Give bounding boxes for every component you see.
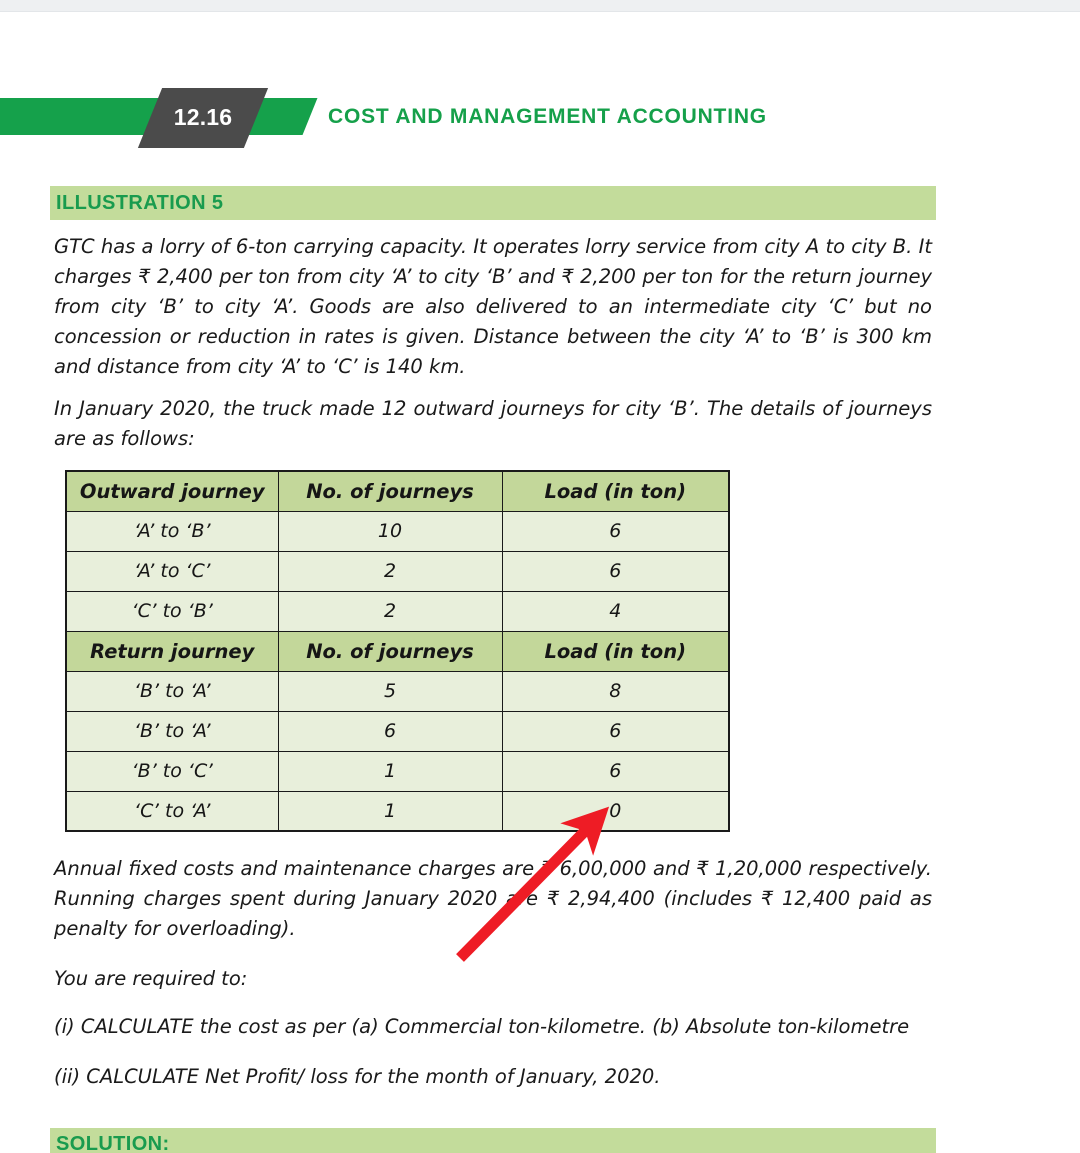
column-header-load-return: Load (in ton)	[501, 630, 730, 672]
column-header-no-of-journeys-outward: No. of journeys	[277, 470, 503, 512]
table-row: ‘B’ to ‘A’ 6 6	[65, 710, 730, 752]
page-header: 12.16 COST AND MANAGEMENT ACCOUNTING	[0, 82, 1080, 154]
table-row: ‘B’ to ‘C’ 1 6	[65, 750, 730, 792]
cell-return-load: 6	[501, 750, 730, 792]
requirement-item-i: (i) CALCULATE the cost as per (a) Commer…	[54, 1015, 910, 1038]
illustration-heading: ILLUSTRATION 5	[50, 186, 936, 220]
table-row: ‘A’ to ‘B’ 10 6	[65, 510, 730, 552]
column-header-no-of-journeys-return: No. of journeys	[277, 630, 503, 672]
cell-outward-load: 4	[501, 590, 730, 632]
cell-return-journeys: 5	[277, 670, 503, 712]
journey-details-table: Outward journey No. of journeys Load (in…	[65, 470, 730, 832]
table-row: ‘C’ to ‘B’ 2 4	[65, 590, 730, 632]
cell-outward-journeys: 2	[277, 550, 503, 592]
solution-heading: SOLUTION:	[50, 1128, 936, 1153]
column-header-load-outward: Load (in ton)	[501, 470, 730, 512]
illustration-paragraph-3: Annual fixed costs and maintenance charg…	[54, 857, 932, 940]
cell-return-route: ‘B’ to ‘A’	[65, 710, 279, 752]
cell-return-journeys: 6	[277, 710, 503, 752]
table-header-row-outward: Outward journey No. of journeys Load (in…	[65, 470, 730, 512]
cell-outward-load: 6	[501, 510, 730, 552]
cell-outward-route: ‘A’ to ‘B’	[65, 510, 279, 552]
cell-return-load-highlighted: 0	[501, 790, 730, 832]
page-content: ILLUSTRATION 5 GTC has a lorry of 6-ton …	[50, 186, 936, 1092]
browser-top-strip	[0, 0, 1080, 12]
cell-return-journeys: 1	[277, 790, 503, 832]
cell-return-load: 6	[501, 710, 730, 752]
cell-return-route: ‘B’ to ‘C’	[65, 750, 279, 792]
illustration-paragraph-2: In January 2020, the truck made 12 outwa…	[54, 397, 932, 450]
column-header-return-journey: Return journey	[65, 630, 279, 672]
cell-return-journeys: 1	[277, 750, 503, 792]
document-title: COST AND MANAGEMENT ACCOUNTING	[328, 105, 767, 128]
page-number: 12.16	[173, 104, 233, 130]
illustration-paragraph-4: You are required to:	[54, 967, 248, 990]
cell-return-route: ‘C’ to ‘A’	[65, 790, 279, 832]
cell-outward-journeys: 10	[277, 510, 503, 552]
requirement-item-ii: (ii) CALCULATE Net Profit/ loss for the …	[54, 1065, 661, 1088]
cell-outward-load: 6	[501, 550, 730, 592]
table-row: ‘B’ to ‘A’ 5 8	[65, 670, 730, 712]
column-header-outward-journey: Outward journey	[65, 470, 279, 512]
table-row: ‘C’ to ‘A’ 1 0	[65, 790, 730, 832]
table-row: ‘A’ to ‘C’ 2 6	[65, 550, 730, 592]
cell-outward-journeys: 2	[277, 590, 503, 632]
cell-return-load: 8	[501, 670, 730, 712]
cell-outward-route: ‘A’ to ‘C’	[65, 550, 279, 592]
cell-outward-route: ‘C’ to ‘B’	[65, 590, 279, 632]
table-header-row-return: Return journey No. of journeys Load (in …	[65, 630, 730, 672]
illustration-paragraph-1: GTC has a lorry of 6-ton carrying capaci…	[54, 235, 932, 378]
cell-return-route: ‘B’ to ‘A’	[65, 670, 279, 712]
